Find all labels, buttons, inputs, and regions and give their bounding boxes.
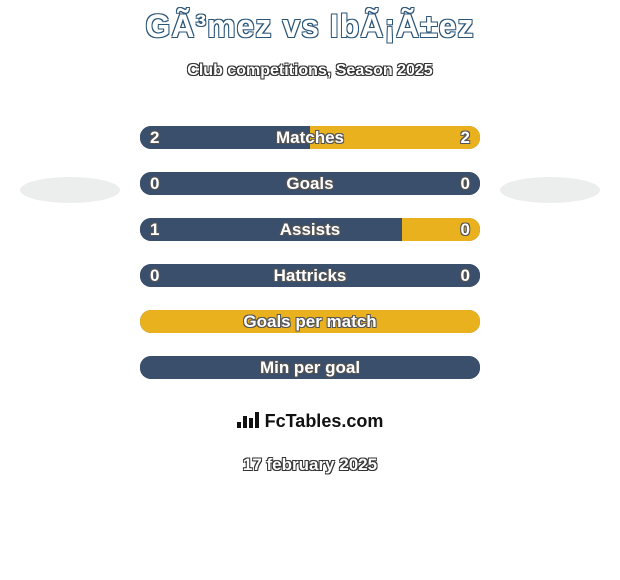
comparison-infographic: GÃ³mez vs IbÃ¡Ã±ez Club competitions, Se… — [0, 0, 620, 580]
stat-label: Min per goal — [140, 358, 480, 378]
stat-value-left: 2 — [150, 128, 159, 148]
stat-value-right: 0 — [461, 174, 470, 194]
stat-value-left: 1 — [150, 220, 159, 240]
stat-label: Goals — [140, 174, 480, 194]
stat-value-left: 0 — [150, 266, 159, 286]
stat-row: Goals0 0 — [140, 172, 480, 195]
stat-value-right: 0 — [461, 220, 470, 240]
avatar-right-shadow — [500, 177, 600, 203]
stat-row: Matches2 2 — [140, 126, 480, 149]
bars-icon — [237, 410, 259, 433]
comparison-date: 17 february 2025 — [0, 455, 620, 475]
stat-row: Min per goal — [140, 356, 480, 379]
brand-text: FcTables.com — [265, 411, 384, 432]
stat-label: Matches — [140, 128, 480, 148]
comparison-bars: Matches22Goals00Assists10Hattricks00Goal… — [140, 126, 480, 402]
page-subtitle: Club competitions, Season 2025 — [0, 62, 620, 80]
brand-box: FcTables.com — [205, 398, 415, 444]
stat-label: Assists — [140, 220, 480, 240]
page-title: GÃ³mez vs IbÃ¡Ã±ez — [0, 8, 620, 45]
brand: FcTables.com — [237, 410, 384, 433]
avatar-right — [488, 121, 592, 151]
stat-label: Hattricks — [140, 266, 480, 286]
stat-row: Hattricks0 0 — [140, 264, 480, 287]
stat-label: Goals per match — [140, 312, 480, 332]
stat-row: Goals per match — [140, 310, 480, 333]
stat-value-left: 0 — [150, 174, 159, 194]
avatar-left — [8, 121, 112, 151]
stat-value-right: 2 — [461, 128, 470, 148]
stat-value-right: 0 — [461, 266, 470, 286]
stat-row: Assists1 0 — [140, 218, 480, 241]
avatar-left-shadow — [20, 177, 120, 203]
